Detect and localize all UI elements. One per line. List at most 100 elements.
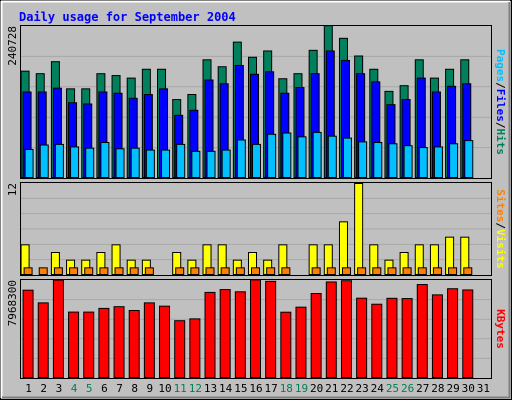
bar-pages-day-19 [297, 136, 307, 179]
bar-pages-day-28 [433, 146, 443, 178]
x-tick-label-day-31: 31 [477, 382, 490, 395]
bar-kbytes-day-17 [265, 280, 277, 378]
bar-kbytes-day-30 [462, 289, 474, 379]
x-axis-day-labels: 1 2 3 4 5 6 7 8 9 10 11 12 13 14 15 16 17 18 19 20 21 22 23 24 2… [25, 382, 490, 395]
bar-kbytes-day-2 [37, 302, 49, 379]
legend-sites: Sites [494, 189, 507, 222]
bar-kbytes-day-29 [447, 288, 459, 378]
bar-pages-day-25 [388, 143, 398, 178]
bar-sites-day-25 [387, 267, 397, 276]
x-tick-label-day-3: 3 [56, 382, 63, 395]
bar-kbytes-day-25 [386, 297, 398, 378]
x-tick-label-day-29: 29 [446, 382, 459, 395]
x-tick-label-day-27: 27 [416, 382, 429, 395]
bar-pages-day-30 [464, 140, 474, 178]
x-tick-label-day-8: 8 [131, 382, 138, 395]
bar-sites-day-5 [84, 267, 94, 276]
bar-sites-day-24 [372, 267, 382, 276]
bar-kbytes-day-22 [340, 280, 352, 378]
bar-sites-day-14 [220, 267, 230, 276]
x-tick-label-day-5: 5 [86, 382, 93, 395]
bar-kbytes-day-9 [143, 302, 155, 379]
x-tick-label-day-11: 11 [174, 382, 187, 395]
bar-kbytes-day-6 [98, 307, 110, 378]
x-tick-label-day-25: 25 [386, 382, 399, 395]
x-tick-label-day-1: 1 [25, 382, 32, 395]
legend-hits-files-pages: Pages/Files/Hits [494, 49, 507, 155]
bar-sites-day-4 [69, 267, 79, 276]
bar-sites-day-20 [311, 267, 321, 276]
bar-pages-day-6 [100, 142, 110, 178]
x-tick-label-day-17: 17 [265, 382, 278, 395]
bar-pages-day-29 [449, 143, 459, 178]
legend-visits-sites: Sites/Visits [494, 189, 507, 269]
x-tick-label-day-12: 12 [189, 382, 202, 395]
bar-sites-day-22 [341, 267, 351, 276]
ymax-label-hits: 240728 [6, 26, 19, 66]
legend-separator: / [494, 222, 507, 229]
bar-pages-day-11 [176, 143, 186, 178]
x-tick-label-day-7: 7 [116, 382, 123, 395]
bar-pages-day-12 [191, 150, 201, 179]
bar-pages-day-4 [70, 146, 80, 178]
x-tick-label-day-28: 28 [431, 382, 444, 395]
ymax-label-kbytes: 7968300 [6, 280, 19, 326]
bar-sites-day-13 [205, 267, 215, 276]
x-tick-label-day-9: 9 [147, 382, 154, 395]
legend-visits: Visits [494, 229, 507, 269]
legend-separator: / [494, 82, 507, 89]
bar-sites-day-16 [251, 267, 260, 276]
bar-sites-day-15 [235, 267, 245, 276]
bar-visits-day-23 [354, 183, 364, 275]
bar-sites-day-2 [38, 267, 48, 276]
bar-sites-day-26 [402, 267, 412, 276]
bar-kbytes-day-14 [219, 289, 231, 379]
bar-sites-day-28 [432, 267, 442, 276]
bar-kbytes-day-12 [189, 318, 201, 378]
bar-pages-day-27 [418, 147, 428, 178]
bar-sites-day-12 [190, 267, 200, 276]
x-tick-label-day-15: 15 [234, 382, 247, 395]
bar-sites-day-17 [266, 267, 276, 276]
bar-kbytes-day-8 [128, 309, 140, 379]
bar-sites-day-18 [281, 267, 291, 276]
bar-pages-day-10 [161, 149, 171, 178]
bar-pages-day-1 [24, 148, 34, 179]
bar-kbytes-day-3 [52, 279, 64, 379]
x-tick-label-day-30: 30 [462, 382, 475, 395]
x-tick-label-day-23: 23 [356, 382, 369, 395]
bar-pages-day-14 [221, 149, 231, 178]
bar-pages-day-13 [206, 150, 216, 179]
x-tick-label-day-26: 26 [401, 382, 414, 395]
bar-kbytes-day-27 [416, 284, 428, 379]
legend-files: Files [494, 89, 507, 122]
x-tick-label-day-19: 19 [295, 382, 308, 395]
bar-pages-day-17 [267, 133, 277, 178]
bar-sites-day-9 [144, 267, 154, 276]
bar-sites-day-3 [53, 267, 63, 276]
bar-sites-day-29 [448, 267, 458, 276]
bar-kbytes-day-1 [22, 289, 34, 379]
bar-sites-day-6 [99, 267, 109, 276]
bar-kbytes-day-26 [401, 298, 413, 378]
bar-kbytes-day-13 [204, 291, 216, 379]
bar-kbytes-day-28 [431, 294, 443, 379]
legend-hits: Hits [494, 129, 507, 156]
x-tick-label-day-21: 21 [325, 382, 338, 395]
bar-pages-day-15 [236, 139, 246, 179]
bar-kbytes-day-23 [356, 297, 368, 378]
bar-kbytes-day-19 [295, 306, 307, 379]
bar-kbytes-day-7 [113, 306, 125, 378]
bar-sites-day-23 [357, 267, 367, 276]
bar-kbytes-day-21 [325, 281, 337, 378]
bar-kbytes-day-15 [234, 291, 246, 378]
bar-pages-day-2 [39, 144, 49, 179]
bar-pages-day-22 [342, 137, 352, 179]
bar-pages-day-18 [282, 132, 292, 178]
ymax-label-visits: 12 [6, 183, 19, 196]
bar-pages-day-5 [85, 147, 95, 179]
bar-kbytes-day-4 [68, 311, 80, 379]
x-tick-label-day-6: 6 [101, 382, 108, 395]
